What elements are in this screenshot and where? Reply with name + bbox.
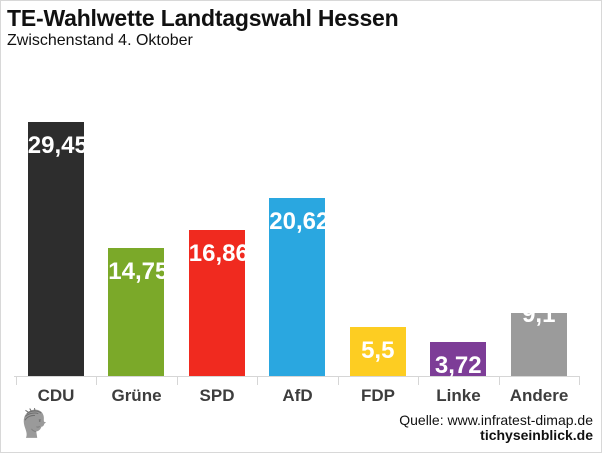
x-axis-tick bbox=[257, 376, 258, 385]
bar-grne: 14,75 bbox=[108, 248, 169, 376]
bar-value-label: 29,45 bbox=[27, 132, 88, 159]
x-axis-tick bbox=[418, 376, 419, 385]
x-axis-tick bbox=[96, 376, 97, 385]
source-block: Quelle: www.infratest-dimap.de tichysein… bbox=[399, 411, 593, 444]
category-label-spd: SPD bbox=[199, 386, 235, 405]
x-axis-tick bbox=[498, 376, 500, 385]
x-axis-tick bbox=[15, 376, 17, 385]
x-axis-tick bbox=[176, 376, 178, 385]
classical-head-profile-logo-icon bbox=[23, 407, 46, 438]
page-title: TE-Wahlwette Landtagswahl Hessen bbox=[7, 5, 399, 31]
bar-value-label: 14,75 bbox=[108, 258, 169, 285]
category-label-cdu: CDU bbox=[37, 386, 75, 405]
category-label-afd: AfD bbox=[282, 386, 313, 405]
bar-afd: 20,62 bbox=[269, 198, 330, 376]
bar-value-label: 3,72 bbox=[434, 352, 482, 379]
bar-cdu: 29,45 bbox=[27, 122, 88, 376]
bar-linke: 3,72 bbox=[430, 342, 487, 379]
bar-value-label: 16,86 bbox=[188, 240, 249, 267]
x-axis-tick bbox=[579, 376, 580, 385]
bar-value-label: 20,62 bbox=[269, 208, 330, 235]
bar-spd: 16,86 bbox=[188, 230, 249, 376]
bar-fdp: 5,5 bbox=[349, 327, 406, 376]
bar-value-label: 9,1 bbox=[522, 301, 556, 328]
x-axis-line bbox=[14, 376, 580, 377]
bar-value-label: 5,5 bbox=[361, 337, 395, 364]
brand-text: tichyseinblick.de bbox=[480, 427, 593, 444]
bar-andere: 9,1 bbox=[510, 303, 567, 376]
category-label-fdp: FDP bbox=[361, 386, 395, 405]
category-label-linke: Linke bbox=[436, 386, 481, 405]
source-text: Quelle: www.infratest-dimap.de bbox=[399, 411, 593, 428]
category-label-andere: Andere bbox=[509, 386, 569, 405]
category-label-grne: Grüne bbox=[111, 386, 162, 405]
page-subtitle: Zwischenstand 4. Oktober bbox=[7, 32, 193, 49]
x-axis-tick bbox=[337, 376, 339, 385]
